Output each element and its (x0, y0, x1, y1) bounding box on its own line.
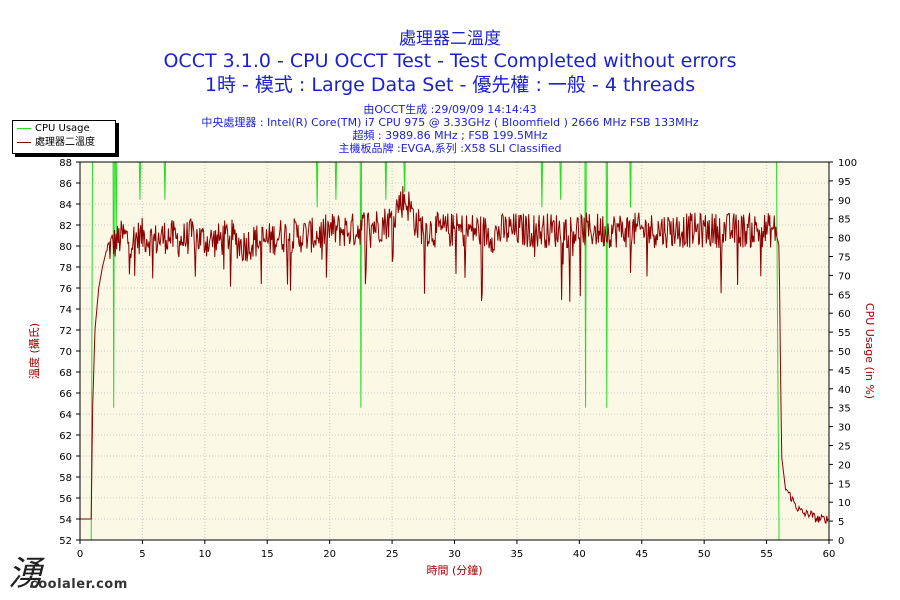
y-tick-label-left: 88 (59, 158, 72, 169)
y-tick-label-right: 30 (838, 423, 851, 434)
y-tick-label-right: 5 (838, 517, 844, 528)
x-tick-label: 55 (760, 549, 773, 560)
x-tick-label: 0 (77, 549, 83, 560)
y-tick-label-left: 68 (59, 368, 72, 379)
y-tick-label-left: 82 (59, 221, 72, 232)
y-tick-label-left: 86 (59, 179, 72, 190)
x-tick-label: 30 (448, 549, 461, 560)
y-tick-label-left: 84 (59, 200, 72, 211)
y-tick-label-left: 62 (59, 431, 72, 442)
y-tick-label-right: 70 (838, 271, 851, 282)
chart-subtitle-mode: 1時 - 模式 : Large Data Set - 優先權 : 一般 - 4 … (204, 74, 696, 96)
y-tick-label-left: 54 (59, 515, 72, 526)
chart-subtitle: OCCT 3.1.0 - CPU OCCT Test - Test Comple… (163, 50, 737, 72)
y-tick-label-left: 52 (59, 536, 72, 547)
x-axis-label: 時間 (分鐘) (426, 563, 482, 577)
legend-label-temp: 處理器二溫度 (35, 137, 95, 148)
x-tick-label: 15 (261, 549, 274, 560)
legend-entry-temp: 處理器二溫度 (17, 136, 95, 150)
x-tick-label: 20 (323, 549, 336, 560)
watermark: 湧 coolaler.com (8, 546, 168, 596)
x-tick-label: 50 (698, 549, 711, 560)
y-tick-label-right: 75 (838, 253, 851, 264)
y-tick-label-right: 100 (838, 158, 857, 169)
legend-swatch-cpu-usage (17, 127, 31, 129)
y-tick-label-right: 60 (838, 309, 851, 320)
legend-label-cpu-usage: CPU Usage (35, 123, 90, 134)
info-frequency: 超頻 : 3989.86 MHz ; FSB 199.5MHz (352, 129, 548, 142)
x-tick-label: 5 (139, 549, 145, 560)
y-tick-label-right: 0 (838, 536, 844, 547)
x-tick-label: 35 (511, 549, 524, 560)
info-generated: 由OCCT生成 :29/09/09 14:14:43 (363, 103, 537, 116)
y-tick-label-right: 45 (838, 366, 851, 377)
y-tick-label-right: 55 (838, 328, 851, 339)
legend-swatch-temp (17, 141, 31, 143)
y-tick-label-left: 74 (59, 305, 72, 316)
watermark-text: coolaler.com (30, 577, 128, 592)
y-tick-label-left: 60 (59, 452, 72, 463)
y-tick-label-left: 70 (59, 347, 72, 358)
y-tick-label-right: 15 (838, 479, 851, 490)
y-tick-label-right: 80 (838, 234, 851, 245)
x-tick-label: 10 (198, 549, 211, 560)
y-tick-label-right: 40 (838, 385, 851, 396)
y-tick-label-right: 20 (838, 460, 851, 471)
info-motherboard: 主機板品牌 :EVGA,系列 :X58 SLI Classified (338, 142, 562, 155)
y-tick-label-right: 65 (838, 290, 851, 301)
info-cpu: 中央處理器 : Intel(R) Core(TM) i7 CPU 975 @ 3… (201, 116, 699, 129)
x-tick-label: 45 (635, 549, 648, 560)
y-tick-label-right: 50 (838, 347, 851, 358)
y-tick-label-right: 95 (838, 177, 851, 188)
watermark-logo-icon: 湧 (8, 554, 42, 594)
y-axis-label-right: CPU Usage (in %) (863, 303, 876, 399)
y-tick-label-left: 78 (59, 263, 72, 274)
chart-legend: CPU Usage 處理器二溫度 (12, 120, 116, 154)
y-tick-label-right: 25 (838, 442, 851, 453)
y-tick-label-right: 35 (838, 404, 851, 415)
y-axis-label-left: 溫度 (攝氏) (27, 323, 41, 379)
chart-title: 處理器二溫度 (399, 29, 501, 49)
y-tick-label-right: 90 (838, 196, 851, 207)
x-tick-label: 60 (823, 549, 836, 560)
y-tick-label-right: 10 (838, 498, 851, 509)
y-tick-label-left: 64 (59, 410, 72, 421)
y-tick-label-left: 72 (59, 326, 72, 337)
y-tick-label-left: 76 (59, 284, 72, 295)
y-tick-label-left: 66 (59, 389, 72, 400)
x-tick-label: 40 (573, 549, 586, 560)
y-tick-label-left: 80 (59, 242, 72, 253)
y-tick-label-left: 56 (59, 494, 72, 505)
x-tick-label: 25 (386, 549, 399, 560)
series-line-temperature (80, 186, 829, 524)
y-tick-label-left: 58 (59, 473, 72, 484)
legend-entry-cpu-usage: CPU Usage (17, 122, 90, 136)
y-tick-label-right: 85 (838, 215, 851, 226)
